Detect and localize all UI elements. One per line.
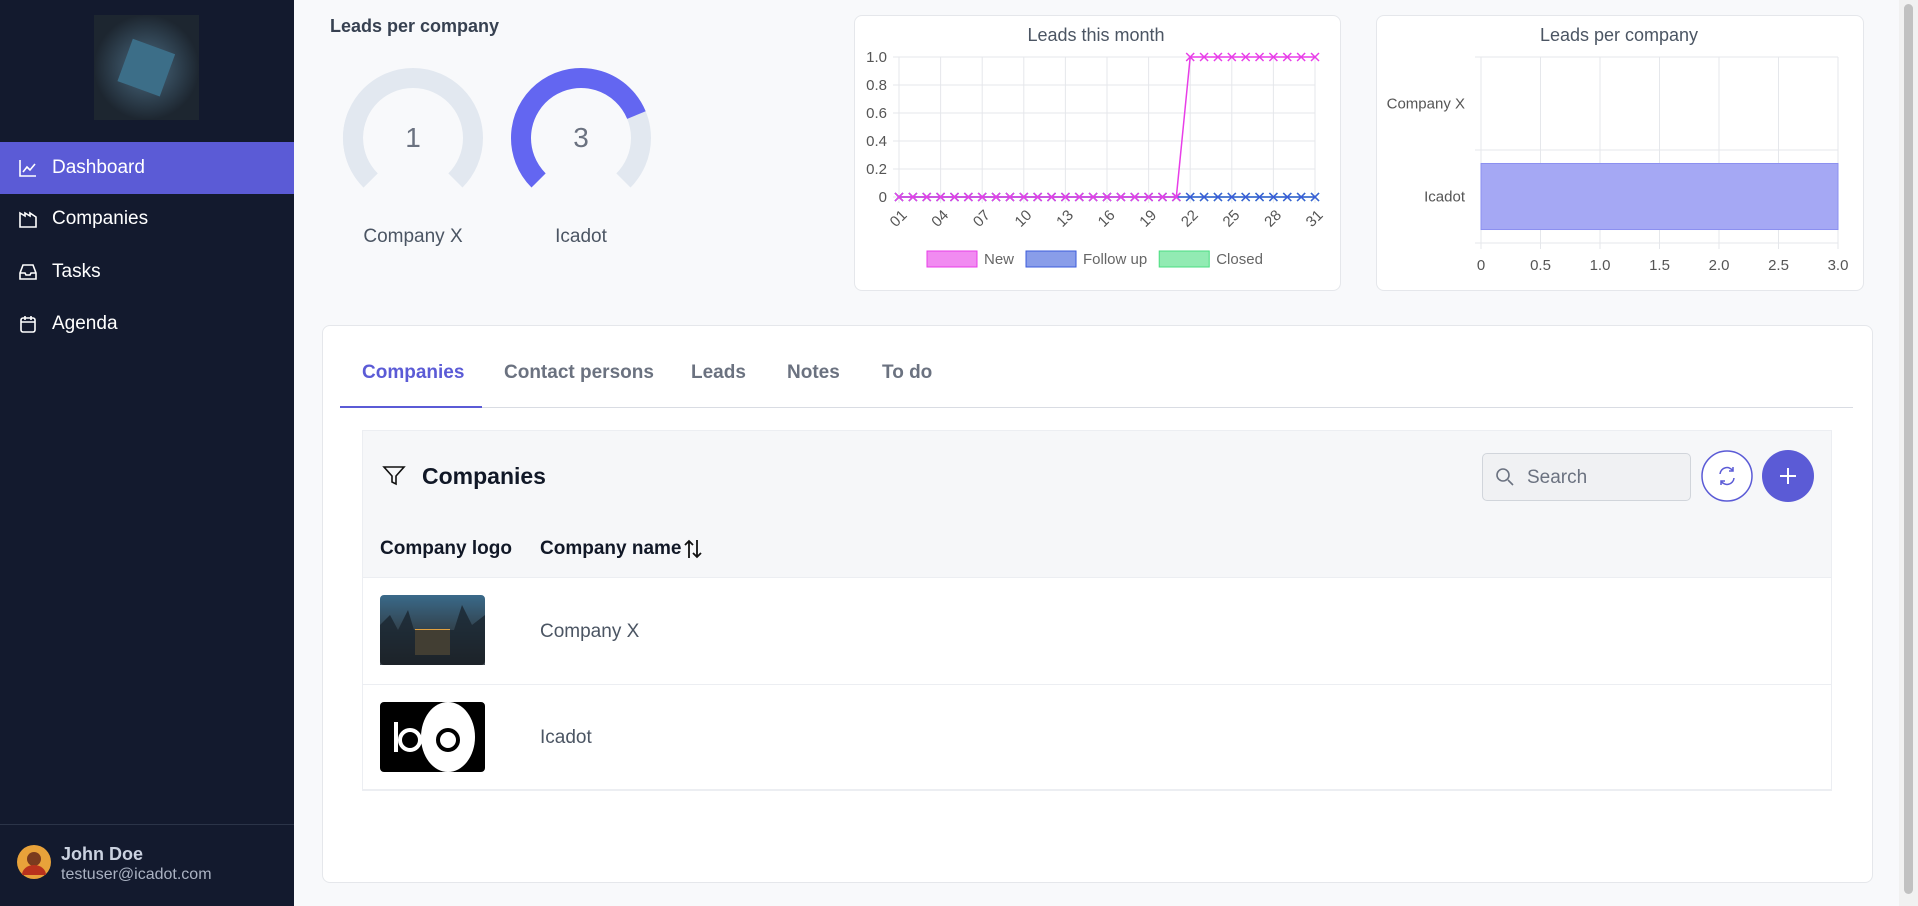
avatar <box>17 845 51 879</box>
refresh-button[interactable] <box>1701 450 1753 502</box>
icon <box>20 316 36 333</box>
gauge-value <box>511 68 646 188</box>
tab-indicator <box>340 406 482 408</box>
row-divider <box>363 684 1831 685</box>
nav-item[interactable]: Tasks <box>0 246 294 298</box>
row-divider <box>363 789 1831 790</box>
search-box[interactable]: Search <box>1482 453 1691 501</box>
icon <box>19 160 36 177</box>
nav-label: Agenda <box>52 313 118 334</box>
scroll-thumb <box>1904 4 1913 894</box>
nav-item[interactable]: Companies <box>0 193 294 245</box>
gauge-value <box>343 111 378 188</box>
company-name: Company X <box>540 621 640 642</box>
filter-icon[interactable] <box>382 464 406 488</box>
gauge-track <box>511 68 651 188</box>
tab[interactable]: Companies <box>362 362 465 383</box>
scrollbar <box>1899 0 1918 906</box>
panel-title: Companies <box>422 463 546 489</box>
nav-label: Companies <box>52 208 149 229</box>
chart-card <box>1376 15 1864 291</box>
panel: Companies Search Company logo Company na… <box>362 430 1832 791</box>
search-icon <box>1496 468 1514 486</box>
sidebar: Dashboard Companies Tasks Agenda John Do… <box>0 0 294 906</box>
user-name: John Doe <box>61 844 144 864</box>
company-name: Icadot <box>540 727 592 748</box>
add-button[interactable] <box>1762 450 1814 502</box>
icon <box>19 211 37 228</box>
gauge-label: Company X <box>363 226 463 247</box>
user-email: testuser@icadot.com <box>61 866 212 883</box>
company-logo <box>380 702 485 772</box>
gauges-title: Leads per company <box>330 16 500 36</box>
gauge-number: 1 <box>405 122 421 153</box>
table-header <box>363 520 1831 578</box>
tab[interactable]: Leads <box>691 362 746 383</box>
tab[interactable]: Notes <box>787 362 840 383</box>
nav-label: Tasks <box>52 261 101 282</box>
nav-label: Dashboard <box>52 157 145 178</box>
logo <box>94 15 199 120</box>
nav-item[interactable]: Dashboard <box>0 142 294 194</box>
divider <box>0 824 294 825</box>
sort-icon[interactable] <box>683 538 703 560</box>
column-header[interactable]: Company name <box>540 538 682 559</box>
column-header: Company logo <box>380 538 512 559</box>
gauge-label: Icadot <box>555 226 607 247</box>
tab[interactable]: To do <box>882 362 933 383</box>
tab[interactable]: Contact persons <box>504 362 654 383</box>
search-placeholder: Search <box>1527 467 1588 488</box>
nav-item[interactable]: Agenda <box>0 298 294 350</box>
gauge-track <box>343 68 483 188</box>
chart-card <box>854 15 1341 291</box>
company-logo <box>380 595 485 665</box>
gauge-number: 3 <box>573 122 589 153</box>
icon <box>19 264 37 280</box>
tab-line <box>340 407 1853 408</box>
